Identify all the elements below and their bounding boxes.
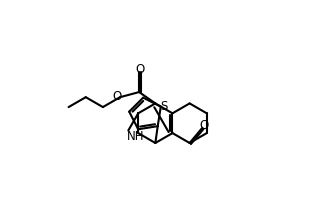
Text: NH: NH	[127, 130, 144, 143]
Text: S: S	[160, 100, 167, 113]
Text: O: O	[200, 120, 209, 132]
Text: O: O	[135, 63, 145, 76]
Text: O: O	[112, 90, 121, 103]
